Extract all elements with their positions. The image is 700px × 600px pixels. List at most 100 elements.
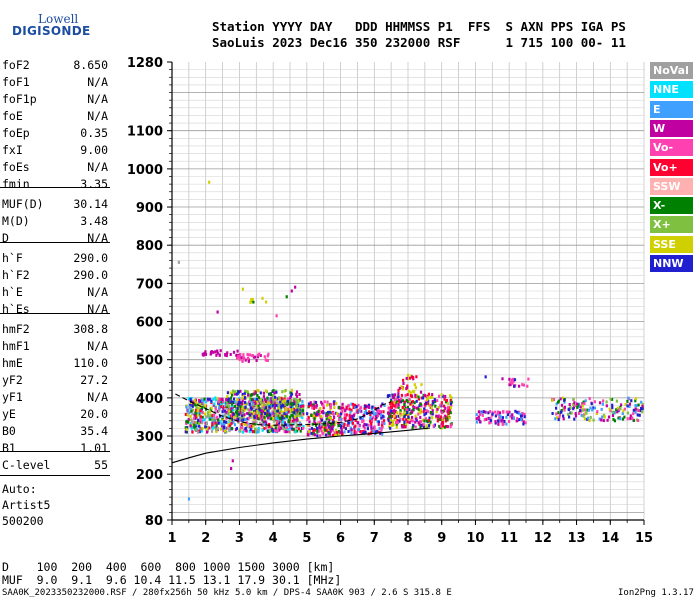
echo-point bbox=[324, 428, 327, 432]
echo-point bbox=[389, 418, 392, 422]
echo-point bbox=[403, 425, 406, 429]
echo-point bbox=[276, 409, 279, 413]
echo-point bbox=[195, 401, 198, 405]
echo-point bbox=[302, 404, 305, 408]
echo-point bbox=[185, 420, 188, 424]
echo-point bbox=[231, 393, 234, 397]
echo-point bbox=[249, 393, 252, 397]
echo-point bbox=[432, 401, 435, 405]
echo-point bbox=[255, 397, 258, 401]
echo-point bbox=[562, 414, 565, 418]
echo-point bbox=[637, 403, 640, 407]
echo-point bbox=[634, 410, 637, 414]
echo-point bbox=[623, 407, 626, 411]
echo-point bbox=[297, 399, 300, 403]
echo-point bbox=[561, 396, 565, 400]
echo-point bbox=[399, 411, 402, 415]
echo-point bbox=[297, 427, 301, 431]
echo-point bbox=[580, 413, 583, 417]
echo-point bbox=[403, 408, 406, 412]
echo-point bbox=[233, 392, 236, 396]
echo-point bbox=[558, 413, 561, 417]
echo-point bbox=[352, 417, 355, 421]
param-label: h`F bbox=[2, 251, 23, 265]
echo-point bbox=[446, 415, 449, 419]
echo-point bbox=[264, 406, 267, 410]
chart-grid bbox=[171, 62, 645, 520]
echo-point bbox=[478, 420, 482, 424]
echo-point bbox=[308, 424, 311, 427]
echo-point bbox=[274, 397, 277, 401]
echo-point bbox=[401, 399, 404, 403]
echo-point bbox=[268, 405, 271, 409]
echo-point bbox=[273, 406, 276, 410]
param-value: N/A bbox=[87, 339, 108, 353]
echo-point bbox=[395, 422, 398, 426]
x-tick-label: 12 bbox=[534, 531, 552, 546]
echo-point bbox=[273, 419, 276, 423]
echo-point bbox=[210, 418, 214, 422]
echo-point bbox=[266, 354, 269, 358]
echo-point bbox=[431, 416, 434, 420]
echo-point bbox=[321, 425, 324, 429]
echo-point bbox=[444, 416, 447, 420]
echo-point bbox=[276, 419, 279, 423]
echo-point bbox=[314, 421, 317, 425]
echo-point bbox=[210, 350, 213, 354]
echo-point bbox=[377, 409, 380, 412]
echo-point bbox=[286, 430, 289, 434]
echo-point bbox=[562, 406, 565, 410]
echo-point bbox=[223, 426, 226, 429]
param-h-e: h`E N/A bbox=[2, 285, 108, 302]
param-value: 0.35 bbox=[80, 126, 108, 140]
echo-point bbox=[267, 352, 270, 356]
echo-point bbox=[430, 406, 433, 410]
echo-point bbox=[219, 349, 222, 353]
echo-point bbox=[475, 413, 478, 417]
echo-point bbox=[616, 406, 619, 410]
param-d: D N/A bbox=[2, 231, 108, 248]
echo-point bbox=[423, 407, 426, 411]
echo-point bbox=[608, 407, 611, 411]
echo-point bbox=[583, 408, 586, 412]
echo-point bbox=[408, 397, 411, 401]
echo-point bbox=[358, 424, 361, 428]
echo-point-outlier bbox=[501, 377, 504, 381]
y-tick-label: 80 bbox=[145, 514, 163, 529]
echo-point bbox=[559, 397, 562, 401]
auto-code: 500200 bbox=[2, 514, 44, 528]
echo-point bbox=[321, 432, 324, 435]
echo-point bbox=[379, 413, 383, 417]
footer-file-info: SAA0K_2023350232000.RSF / 280fx256h 50 k… bbox=[2, 588, 452, 598]
echo-point bbox=[240, 426, 243, 430]
echo-point bbox=[233, 390, 237, 394]
echo-point bbox=[308, 430, 311, 433]
echo-point bbox=[563, 398, 566, 402]
echo-point bbox=[246, 425, 249, 429]
echo-point bbox=[324, 420, 327, 424]
echo-point bbox=[282, 420, 285, 424]
echo-point bbox=[219, 420, 222, 424]
echo-point bbox=[567, 412, 570, 416]
echo-point bbox=[194, 428, 197, 432]
echo-point bbox=[435, 410, 438, 414]
echo-point bbox=[349, 415, 353, 419]
echo-point bbox=[256, 388, 259, 392]
echo-point bbox=[237, 408, 241, 412]
echo-point bbox=[552, 398, 555, 402]
echo-point bbox=[491, 412, 494, 416]
echo-point bbox=[201, 415, 204, 419]
x-tick-label: 4 bbox=[269, 531, 278, 546]
echo-point bbox=[284, 427, 287, 430]
echo-point bbox=[316, 426, 319, 430]
echo-point bbox=[217, 421, 220, 425]
echo-point bbox=[283, 397, 286, 400]
echo-point bbox=[191, 430, 194, 434]
echo-point bbox=[448, 406, 451, 410]
echo-point bbox=[395, 401, 398, 405]
echo-point bbox=[389, 414, 392, 418]
param-label: hmE bbox=[2, 356, 23, 370]
echo-point bbox=[198, 430, 201, 434]
echo-point bbox=[390, 423, 393, 427]
echo-point bbox=[362, 431, 365, 435]
